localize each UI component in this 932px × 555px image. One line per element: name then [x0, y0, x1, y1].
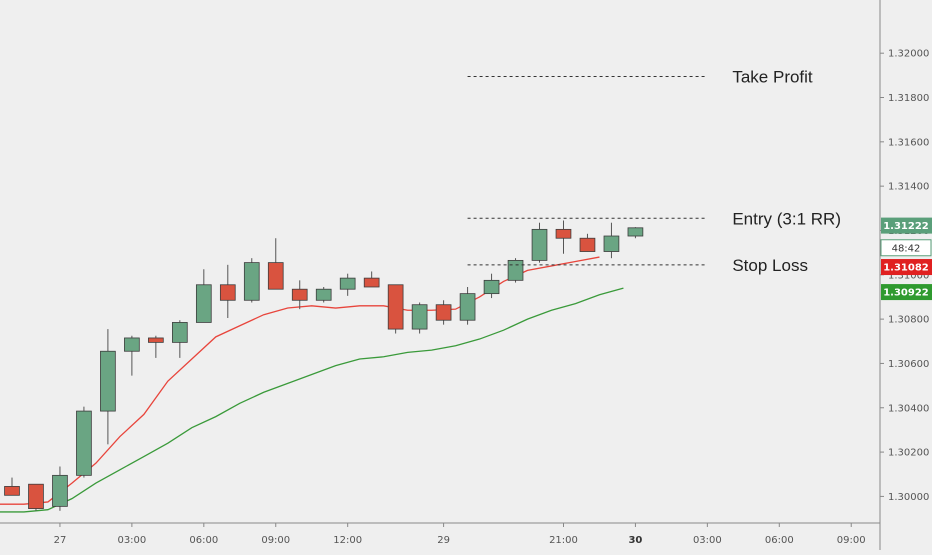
candle[interactable] [291, 280, 308, 310]
countdown-tag-text: 48:42 [892, 243, 921, 254]
candle-body[interactable] [267, 262, 284, 290]
candle-body[interactable] [100, 350, 116, 412]
candle[interactable] [76, 406, 92, 478]
x-tick-label: 09:00 [261, 535, 290, 546]
x-tick-label: 30 [628, 535, 642, 546]
price-tag-text: 1.31222 [883, 221, 929, 232]
price-tag-box [881, 259, 932, 276]
candles[interactable] [4, 220, 644, 511]
candle[interactable] [172, 320, 188, 358]
x-tick-label: 06:00 [765, 535, 794, 546]
y-tick-label: 1.30600 [888, 359, 929, 370]
candle-body[interactable] [531, 228, 548, 261]
x-tick-label: 09:00 [837, 535, 866, 546]
level-label: Stop Loss [732, 256, 808, 275]
candle[interactable] [531, 222, 548, 263]
price-tag-box [881, 284, 932, 301]
candle-body[interactable] [315, 288, 332, 301]
x-tick-label: 03:00 [693, 535, 722, 546]
candle[interactable] [100, 329, 116, 445]
y-tick-label: 1.31400 [888, 182, 929, 193]
y-tick-label: 1.30400 [888, 403, 929, 414]
candle-body[interactable] [243, 262, 260, 301]
x-tick-label: 27 [54, 535, 67, 546]
candle-body[interactable] [172, 322, 188, 343]
candle[interactable] [387, 284, 404, 334]
y-tick-label: 1.32000 [888, 49, 929, 60]
price-tag-box [881, 217, 932, 234]
candle-body[interactable] [555, 228, 572, 239]
candle-body[interactable] [459, 293, 476, 321]
y-tick-label: 1.30800 [888, 315, 929, 326]
candle[interactable] [195, 269, 212, 323]
candle-body[interactable] [339, 277, 356, 290]
candle[interactable] [483, 273, 500, 299]
countdown-tag-box [880, 239, 932, 257]
candle-body[interactable] [291, 288, 308, 301]
candle[interactable] [219, 264, 236, 319]
candle-body[interactable] [363, 277, 380, 288]
candle-body[interactable] [483, 279, 500, 295]
x-tick-label: 06:00 [189, 535, 218, 546]
candle[interactable] [339, 273, 356, 296]
candle[interactable] [148, 335, 164, 358]
candle-body[interactable] [28, 483, 44, 509]
level-label: Take Profit [732, 67, 813, 86]
candle-body[interactable] [76, 410, 92, 476]
candle-body[interactable] [579, 237, 596, 252]
candle[interactable] [28, 483, 44, 511]
candle[interactable] [579, 233, 596, 252]
candle-body[interactable] [411, 304, 428, 330]
candle-body[interactable] [603, 235, 620, 252]
candle-body[interactable] [4, 486, 20, 496]
price-tags: 1.31222 48:42 1.31082 1.30922 [880, 217, 932, 301]
candle[interactable] [243, 258, 260, 303]
candle-body[interactable] [387, 284, 404, 330]
level-label: Entry (3:1 RR) [732, 209, 841, 228]
x-tick-label: 03:00 [117, 535, 146, 546]
candle[interactable] [507, 258, 524, 283]
moving-averages [0, 256, 624, 513]
candle-body[interactable] [435, 304, 452, 321]
y-tick-label: 1.31800 [888, 93, 929, 104]
candle-body[interactable] [195, 284, 212, 323]
x-tick-label: 21:00 [549, 535, 578, 546]
price-tag-text: 1.31082 [883, 263, 929, 274]
candle[interactable] [363, 271, 380, 288]
price-tag-text: 1.30922 [883, 288, 929, 299]
moving-average-line [0, 287, 624, 513]
trade-levels[interactable]: Take Profit Entry (3:1 RR) Stop Loss [467, 67, 841, 275]
candle[interactable] [4, 477, 20, 496]
candle[interactable] [603, 222, 620, 259]
candle-body[interactable] [507, 259, 524, 281]
candle-body[interactable] [219, 284, 236, 301]
candle[interactable] [555, 220, 572, 254]
candle[interactable] [627, 227, 644, 239]
y-tick-label: 1.31000 [888, 270, 929, 281]
y-tick-label: 1.31600 [888, 137, 929, 148]
candle[interactable] [124, 335, 140, 376]
candle-body[interactable] [124, 337, 140, 352]
candle[interactable] [435, 300, 452, 325]
candle-body[interactable] [627, 227, 644, 237]
y-tick-label: 1.30000 [888, 492, 929, 503]
candle[interactable] [52, 466, 68, 511]
candle[interactable] [315, 286, 332, 303]
y-tick-label: 1.30200 [888, 448, 929, 459]
candle-body[interactable] [52, 474, 68, 507]
candle[interactable] [459, 286, 476, 325]
candle[interactable] [267, 238, 284, 290]
x-tick-label: 12:00 [333, 535, 362, 546]
x-tick-label: 29 [437, 535, 450, 546]
candle[interactable] [411, 302, 428, 334]
candle-body[interactable] [148, 337, 164, 343]
